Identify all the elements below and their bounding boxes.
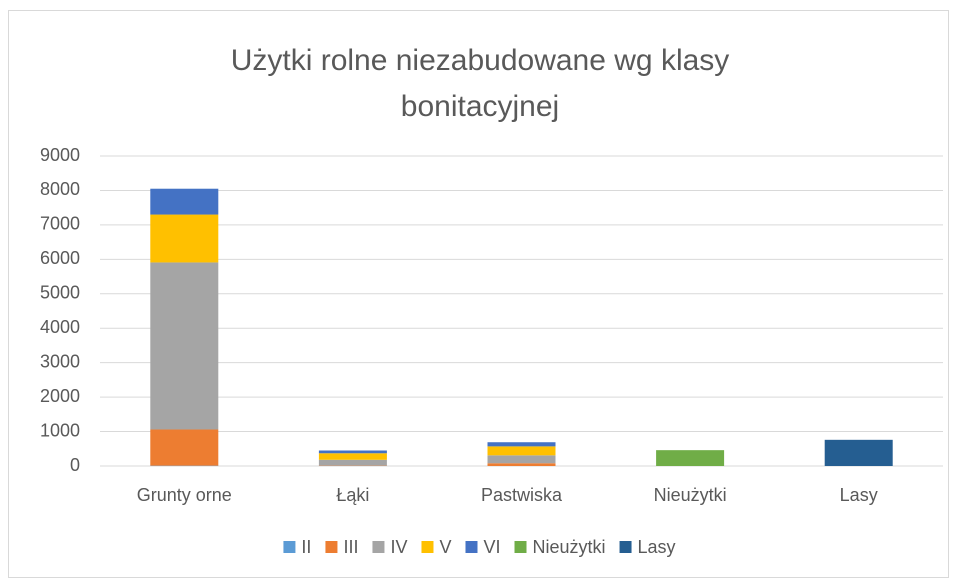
y-tick-label: 3000 <box>40 351 80 371</box>
y-tick-label: 0 <box>70 455 80 475</box>
legend-swatch <box>465 541 478 553</box>
bar-segment <box>150 429 219 466</box>
bar-segment <box>824 439 893 466</box>
bar-segment <box>487 455 556 464</box>
bar-segment <box>150 262 219 430</box>
y-tick-label: 2000 <box>40 386 80 406</box>
bar-segment <box>318 459 387 466</box>
chart-title: Użytki rolne niezabudowane wg klasy boni… <box>230 44 730 123</box>
legend-label: III <box>343 537 358 557</box>
legend-label: Nieużytki <box>533 537 606 557</box>
legend-swatch <box>283 541 296 553</box>
legend-swatch <box>619 541 632 553</box>
x-tick-label: Nieużytki <box>654 485 727 505</box>
y-tick-label: 6000 <box>40 248 80 268</box>
y-tick-label: 4000 <box>40 317 80 337</box>
x-tick-label: Lasy <box>840 485 878 505</box>
y-tick-label: 7000 <box>40 214 80 234</box>
x-tick-label: Grunty orne <box>137 485 232 505</box>
y-tick-label: 8000 <box>40 179 80 199</box>
bar-segment <box>318 453 387 460</box>
legend-label: Lasy <box>638 537 676 557</box>
y-tick-label: 5000 <box>40 283 80 303</box>
bar-segment <box>150 214 219 263</box>
legend-label: II <box>301 537 311 557</box>
bar-segment <box>487 442 556 447</box>
legend-label: IV <box>390 537 407 557</box>
legend-swatch <box>421 541 434 553</box>
x-tick-label: Łąki <box>336 485 369 505</box>
bar-segment <box>656 450 725 466</box>
legend-label: VI <box>483 537 500 557</box>
bar-segment <box>487 463 556 466</box>
bar-segment <box>487 446 556 456</box>
bar-segment <box>150 188 219 215</box>
legend-swatch <box>325 541 338 553</box>
legend-label: V <box>439 537 451 557</box>
y-tick-label: 9000 <box>40 145 80 165</box>
legend-swatch <box>372 541 385 553</box>
x-tick-label: Pastwiska <box>481 485 563 505</box>
legend-swatch <box>514 541 527 553</box>
bar-segment <box>318 450 387 454</box>
y-tick-label: 1000 <box>40 420 80 440</box>
